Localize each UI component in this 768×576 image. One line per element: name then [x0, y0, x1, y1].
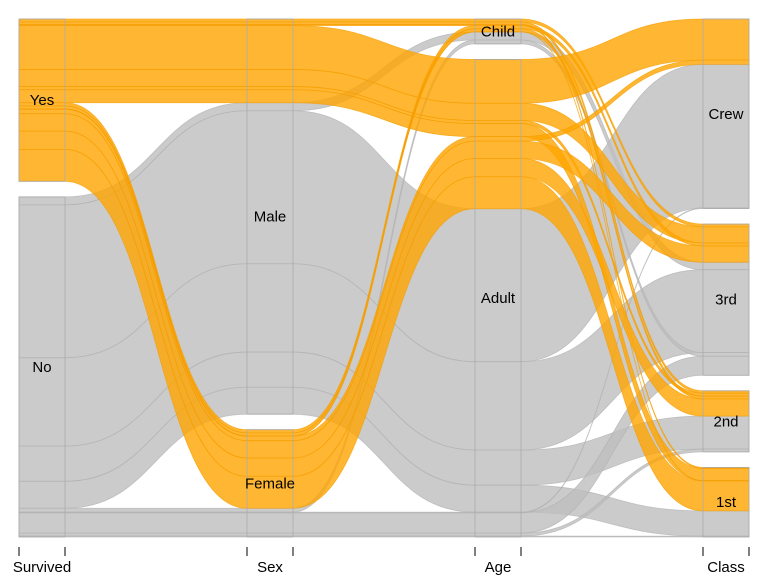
- category-box-survived-yes: [18, 18, 66, 182]
- category-label-age-adult: Adult: [481, 290, 516, 307]
- axis-label-age: Age: [485, 559, 512, 576]
- category-label-survived-no: No: [32, 359, 51, 376]
- category-box-sex-male: [246, 18, 294, 415]
- axis-label-survived: Survived: [13, 559, 71, 576]
- flow-no-female-adult-1st: [18, 535, 750, 538]
- axis-label-sex: Sex: [257, 559, 283, 576]
- category-label-sex-female: Female: [245, 475, 295, 492]
- category-label-class-1st: 1st: [716, 494, 737, 511]
- category-label-layer: Yes No Male Female Child Adult Crew 3rd 2nd 1st: [30, 23, 744, 511]
- category-box-class-3rd: [702, 223, 750, 376]
- category-box-class-1st: [702, 466, 750, 538]
- category-box-layer: [18, 18, 750, 538]
- category-label-class-3rd: 3rd: [715, 292, 737, 309]
- category-label-age-child: Child: [481, 23, 515, 40]
- category-box-class-crew: [702, 18, 750, 209]
- category-box-age-child: [474, 18, 522, 45]
- axis-label-class: Class: [707, 559, 745, 576]
- category-label-class-2nd: 2nd: [713, 413, 738, 430]
- category-label-survived-yes: Yes: [30, 92, 54, 109]
- category-label-sex-male: Male: [254, 209, 287, 226]
- category-box-survived-no: [18, 196, 66, 538]
- category-box-age-adult: [474, 59, 522, 538]
- flow-layer: [18, 18, 750, 538]
- category-box-sex-female: [246, 429, 294, 538]
- category-box-class-2nd: [702, 390, 750, 453]
- category-label-class-crew: Crew: [708, 106, 743, 123]
- x-axis: Survived Sex Age Class: [13, 547, 750, 576]
